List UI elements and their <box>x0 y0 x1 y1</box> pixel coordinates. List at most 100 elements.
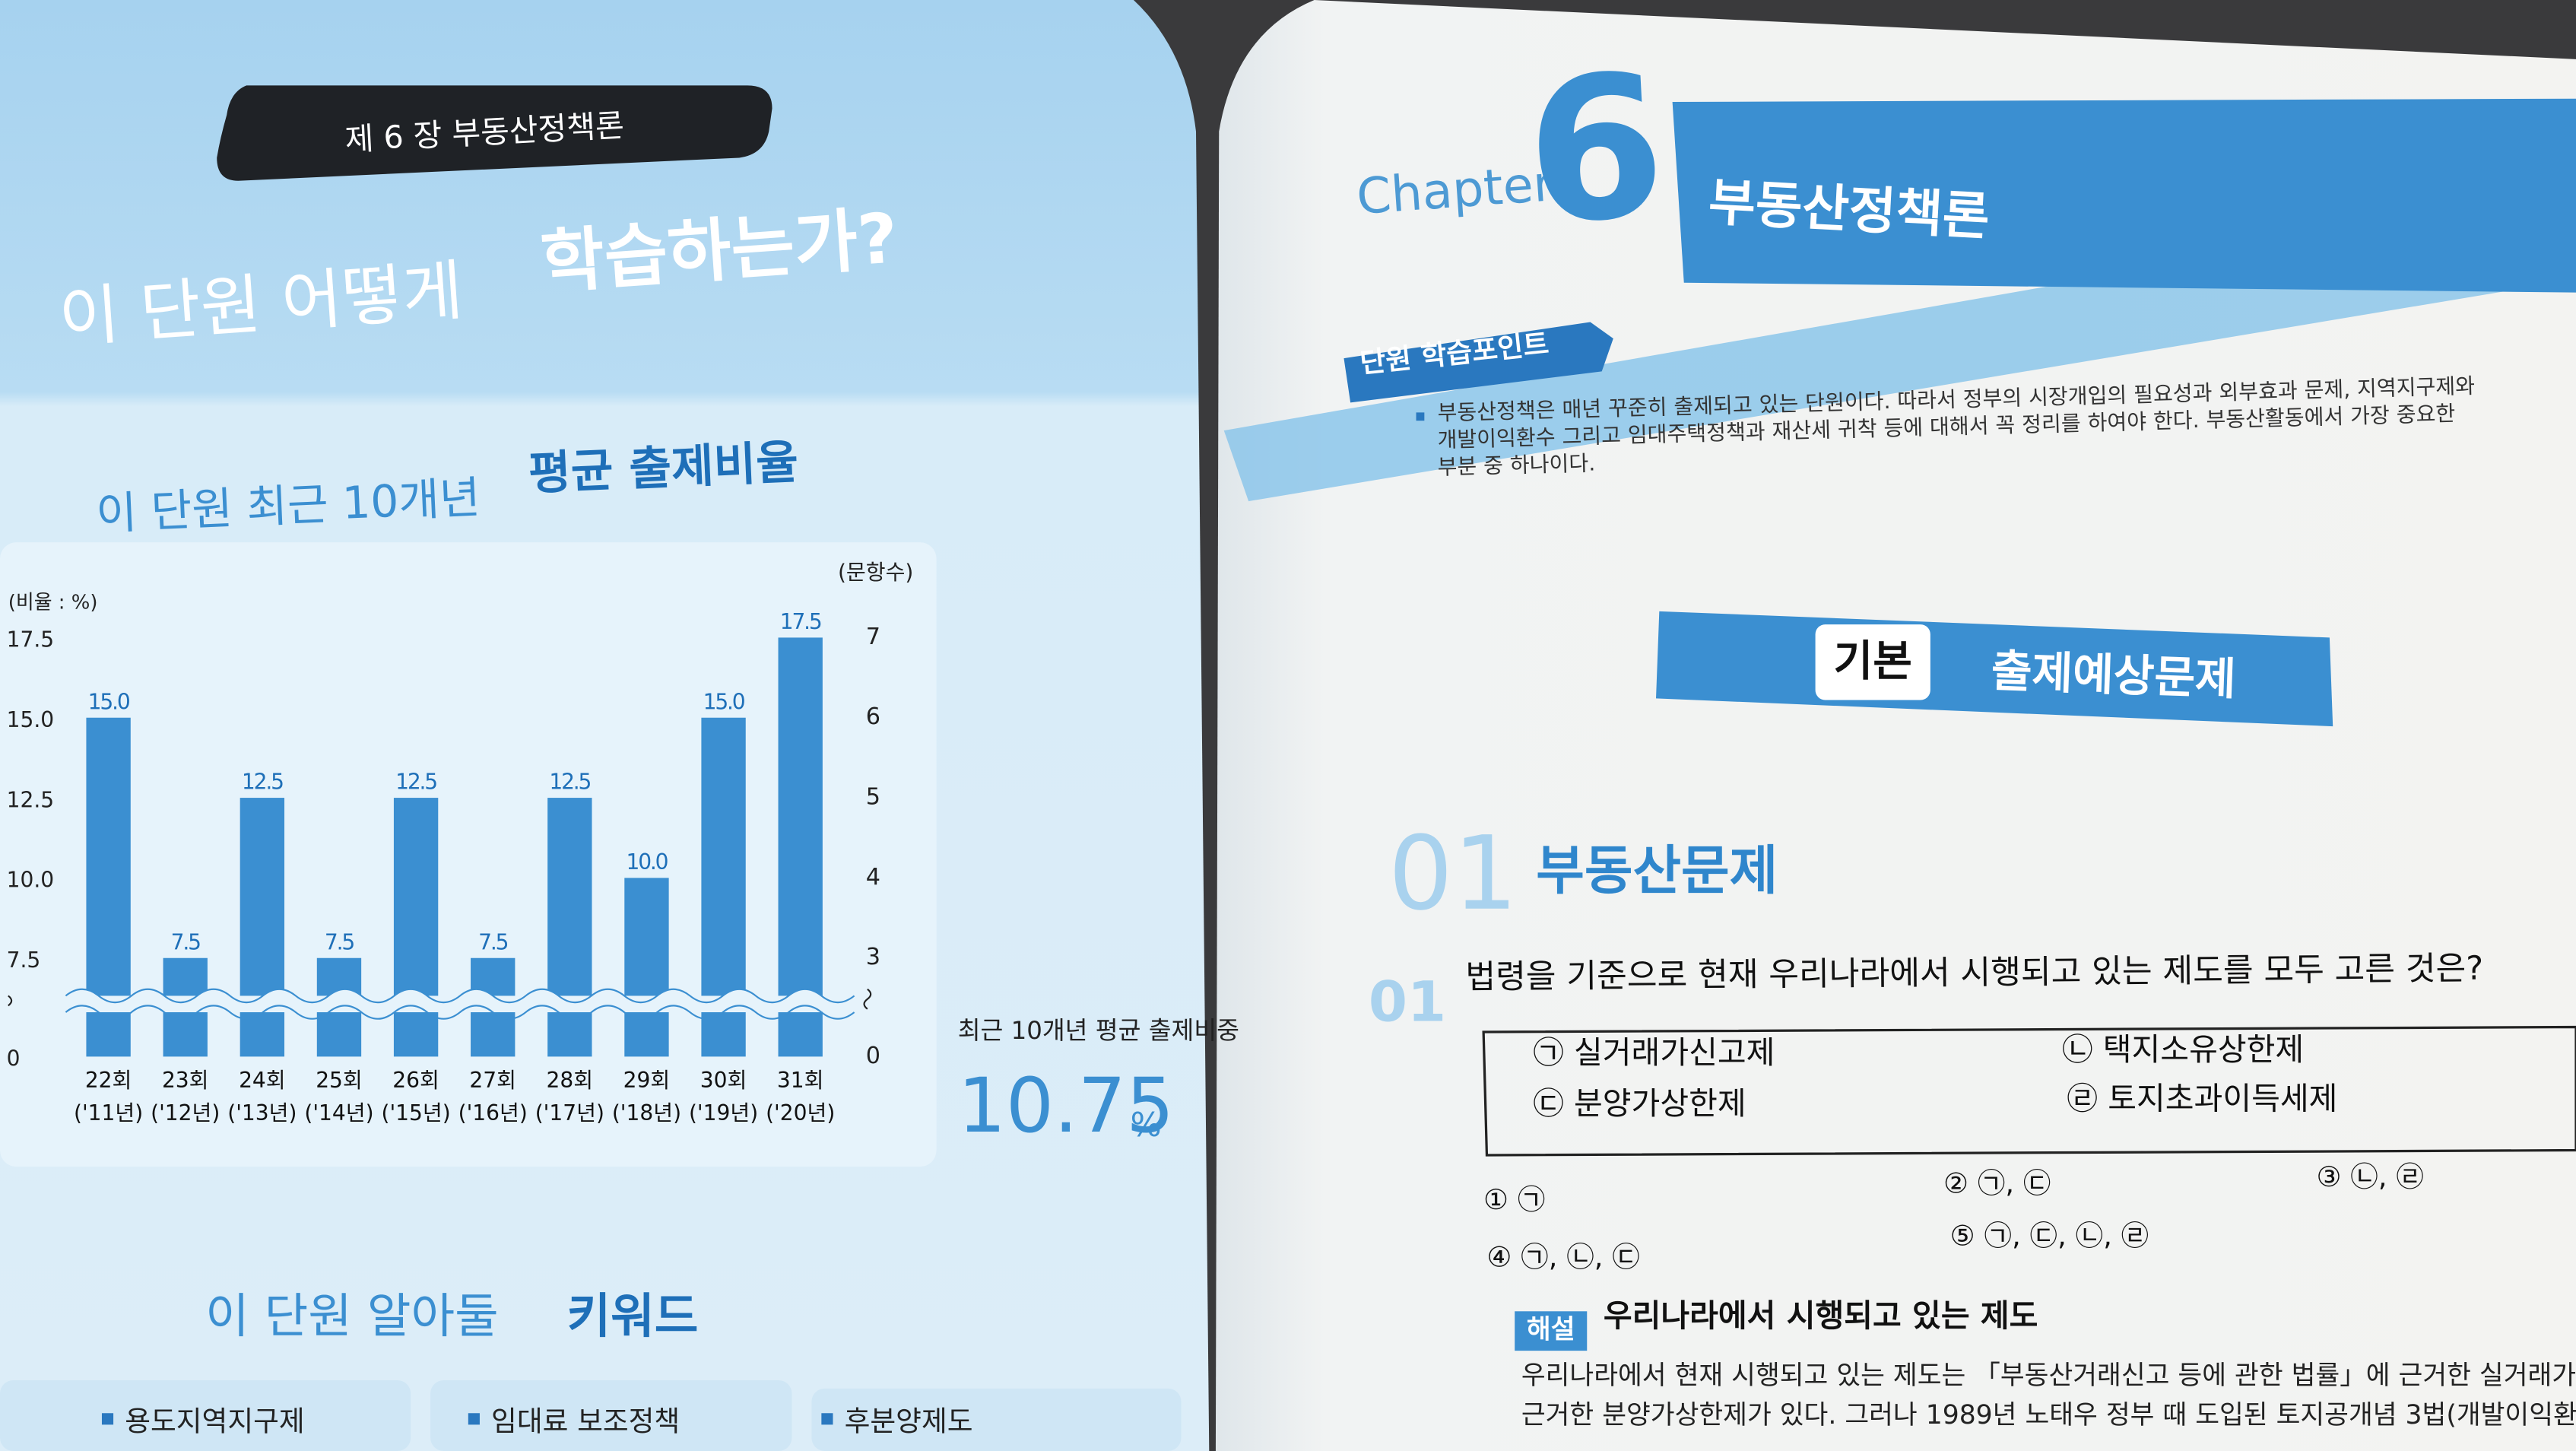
y2-tick-label: 6 <box>866 703 880 730</box>
x-tick-sublabel: ('15년) <box>381 1100 450 1126</box>
choice: ① ㉠ <box>1483 1183 1545 1216</box>
bar <box>624 878 669 1057</box>
x-tick-sublabel: ('17년) <box>535 1100 604 1126</box>
y2-axis-label: (문항수) <box>838 560 913 585</box>
chart: 0 7.5 10.0 12.5 15.0 17.5 0 3 4 5 6 7 15.0 22회 ('11년) 7… <box>7 609 880 1126</box>
x-tick-sublabel: ('13년) <box>227 1100 297 1126</box>
bar-value-label: 7.5 <box>478 929 507 954</box>
y-tick-label: 7.5 <box>7 948 41 973</box>
section-badge-box <box>1815 624 1930 700</box>
x-tick-label: 27회 <box>469 1068 516 1093</box>
x-tick-sublabel: ('16년) <box>458 1100 528 1126</box>
y-tick-label: 12.5 <box>7 787 55 812</box>
box-item: ㉡ 택지소유상한제 <box>2062 1031 2304 1068</box>
keywords-heading-normal: 이 단원 알아둘 <box>205 1288 499 1344</box>
axis-break-line <box>65 988 855 1004</box>
title-band <box>1672 98 2576 293</box>
chapter-word: Chapter <box>1355 155 1556 226</box>
chapter-title: 부동산정책론 <box>1707 173 1991 246</box>
x-tick-label: 25회 <box>316 1068 363 1093</box>
box-item: ㉢ 분양가상한제 <box>1533 1085 1746 1122</box>
choice: ④ ㉠, ㉡, ㉢ <box>1486 1241 1639 1274</box>
x-tick-label: 31회 <box>777 1068 824 1093</box>
x-tick-sublabel: ('18년) <box>612 1100 681 1126</box>
question: 법령을 기준으로 현재 우리나라에서 시행되고 있는 제도를 모두 고른 것은? <box>1465 950 2483 997</box>
section-badge: 기본 <box>1834 637 1912 687</box>
bar-value-label: 17.5 <box>780 609 821 634</box>
x-tick-sublabel: ('12년) <box>151 1100 220 1126</box>
choice: ⑤ ㉠, ㉢, ㉡, ㉣ <box>1950 1220 2149 1253</box>
x-tick-sublabel: ('11년) <box>74 1100 143 1126</box>
bar-value-label: 15.0 <box>88 689 129 714</box>
choices: ① ㉠ ② ㉠, ㉢ ③ ㉡, ㉣ ④ ㉠, ㉡, ㉢ ⑤ ㉠, ㉢, ㉡, ㉣ <box>1483 1160 2424 1274</box>
explain-line: 우리나라에서 현재 시행되고 있는 제도는 「부동산거래신고 등에 관한 법률」… <box>1521 1361 2576 1391</box>
keyword-box <box>430 1380 792 1451</box>
axis-break-symbol <box>8 995 13 1007</box>
explain-lines: 우리나라에서 현재 시행되고 있는 제도는 「부동산거래신고 등에 관한 법률」… <box>1521 1361 2576 1430</box>
average-unit: % <box>1131 1107 1162 1145</box>
question-number: 01 <box>1369 970 1446 1034</box>
bar-value-label: 10.0 <box>627 849 668 875</box>
bar-value-label: 15.0 <box>703 689 744 714</box>
bar <box>240 798 285 1057</box>
average-label: 최근 10개년 평균 출제비중 <box>958 1016 1239 1045</box>
point-tab <box>1344 322 1613 403</box>
keyword: 용도지역지구제 <box>125 1405 304 1438</box>
y2-tick-label: 0 <box>866 1043 880 1069</box>
x-tick-label: 29회 <box>623 1068 671 1093</box>
y-axis-label: (비율 : %) <box>8 592 98 614</box>
bar-value-label: 12.5 <box>242 770 283 795</box>
x-tick-label: 26회 <box>392 1068 439 1093</box>
keyword-bullet <box>468 1413 480 1425</box>
keywords: 용도지역지구제 임대료 보조정책 후분양제도 <box>101 1405 973 1438</box>
bar-value-label: 12.5 <box>549 770 590 795</box>
x-tick-label: 30회 <box>700 1068 747 1093</box>
chapter-number: 6 <box>1521 32 1670 268</box>
point-line: 부분 중 하나이다. <box>1437 450 1595 479</box>
axis-break-fill <box>65 995 822 1013</box>
axis-break-line <box>65 1005 855 1020</box>
bar <box>393 798 439 1057</box>
box-items: ㉠ 실거래가신고제 ㉡ 택지소유상한제 ㉢ 분양가상한제 ㉣ 토지초과이득세제 <box>1533 1031 2337 1122</box>
y-tick-label: 10.0 <box>7 868 55 893</box>
point-bullet <box>1416 412 1425 421</box>
box-item: ㉠ 실거래가신고제 <box>1533 1034 1775 1071</box>
keyword: 후분양제도 <box>845 1405 973 1438</box>
explain-line: 근거한 분양가상한제가 있다. 그러나 1989년 노태우 정부 때 도입된 토… <box>1521 1400 2576 1430</box>
x-tick-label: 23회 <box>162 1068 209 1093</box>
bar-value-label: 7.5 <box>325 929 354 954</box>
y-tick-label: 17.5 <box>7 627 55 652</box>
y2-tick-label: 7 <box>866 624 880 650</box>
unit-number: 01 <box>1388 814 1518 933</box>
y2-tick-label: 3 <box>866 944 880 970</box>
bar <box>778 637 823 1057</box>
box-item: ㉣ 토지초과이득세제 <box>2067 1081 2337 1117</box>
x-tick-label: 28회 <box>547 1068 594 1093</box>
keyword-bullet <box>821 1413 833 1425</box>
question-box <box>1482 1025 2576 1157</box>
keyword-box <box>811 1388 1182 1451</box>
explain-badge: 해설 <box>1527 1315 1575 1345</box>
x-tick-label: 24회 <box>239 1068 286 1093</box>
y-tick-label: 0 <box>7 1046 21 1072</box>
x-tick-sublabel: ('20년) <box>766 1100 835 1126</box>
y2-tick-label: 5 <box>866 784 880 811</box>
keywords-heading-bold: 키워드 <box>566 1288 698 1344</box>
bar-value-label: 12.5 <box>395 770 436 795</box>
keyword-box <box>0 1380 411 1451</box>
x-tick-sublabel: ('14년) <box>304 1100 373 1126</box>
average-value: 10.75 <box>958 1062 1175 1150</box>
bar-value-label: 7.5 <box>171 929 200 954</box>
keyword-bullet <box>101 1413 114 1425</box>
keyword: 임대료 보조정책 <box>491 1405 680 1438</box>
chart-heading: 이 단원 최근 10개년 평균 출제비율 <box>95 436 799 540</box>
choice: ③ ㉡, ㉣ <box>2317 1160 2424 1193</box>
bar <box>547 798 592 1057</box>
x-tick-sublabel: ('19년) <box>689 1100 758 1126</box>
unit-title: 부동산문제 <box>1536 841 1778 902</box>
choice: ② ㉠, ㉢ <box>1943 1167 2051 1199</box>
chapter-tab <box>217 85 772 181</box>
y-tick-label: 15.0 <box>7 707 55 732</box>
